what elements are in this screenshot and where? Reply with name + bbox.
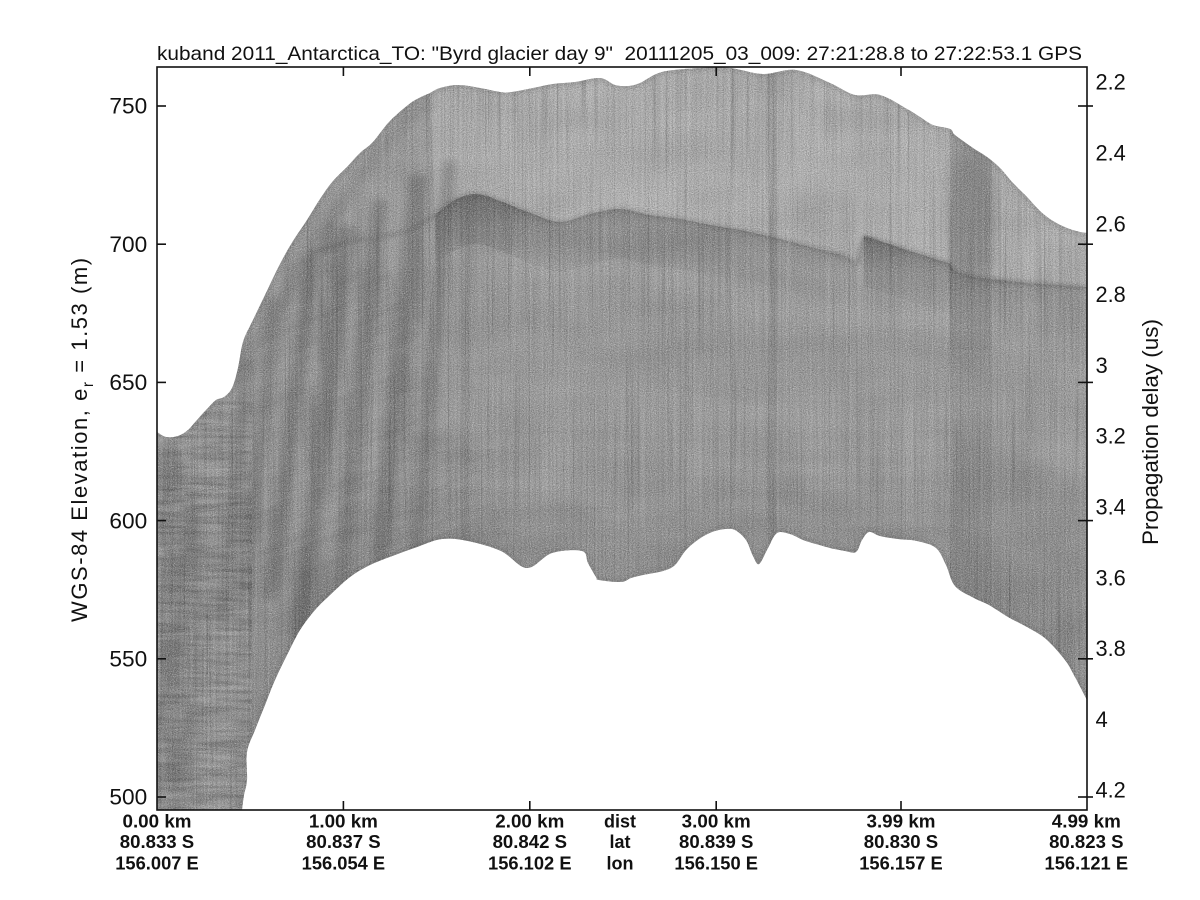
svg-text:156.102 E: 156.102 E <box>488 853 572 873</box>
svg-text:156.157 E: 156.157 E <box>859 853 943 873</box>
svg-text:dist: dist <box>604 811 636 831</box>
svg-text:3.6: 3.6 <box>1096 565 1126 590</box>
svg-text:650: 650 <box>109 370 147 395</box>
svg-text:3.4: 3.4 <box>1096 495 1126 520</box>
svg-text:2.2: 2.2 <box>1096 70 1126 95</box>
svg-text:2.6: 2.6 <box>1096 211 1126 236</box>
svg-text:80.837 S: 80.837 S <box>306 832 380 852</box>
svg-text:1.00 km: 1.00 km <box>309 811 378 831</box>
svg-text:3.99 km: 3.99 km <box>867 811 936 831</box>
svg-text:4.99 km: 4.99 km <box>1052 811 1121 831</box>
svg-text:4.2: 4.2 <box>1096 778 1126 803</box>
svg-text:3: 3 <box>1096 353 1108 378</box>
svg-text:3.8: 3.8 <box>1096 636 1126 661</box>
svg-text:500: 500 <box>109 785 147 810</box>
svg-text:750: 750 <box>109 94 147 119</box>
svg-text:2.00 km: 2.00 km <box>495 811 564 831</box>
svg-text:600: 600 <box>109 508 147 533</box>
svg-text:2.8: 2.8 <box>1096 282 1126 307</box>
svg-text:156.054 E: 156.054 E <box>302 853 386 873</box>
svg-text:156.007 E: 156.007 E <box>115 853 199 873</box>
svg-text:80.842 S: 80.842 S <box>493 832 567 852</box>
svg-text:WGS-84 Elevation, er = 1.53 (m: WGS-84 Elevation, er = 1.53 (m) <box>67 256 97 622</box>
svg-text:3.00 km: 3.00 km <box>682 811 751 831</box>
svg-text:0.00 km: 0.00 km <box>123 811 192 831</box>
svg-text:156.121 E: 156.121 E <box>1045 853 1129 873</box>
svg-text:80.830 S: 80.830 S <box>864 832 938 852</box>
svg-text:80.833 S: 80.833 S <box>120 832 194 852</box>
svg-text:Propagation delay (us): Propagation delay (us) <box>1138 319 1163 545</box>
svg-text:lon: lon <box>607 853 634 873</box>
svg-text:80.823 S: 80.823 S <box>1049 832 1123 852</box>
svg-text:lat: lat <box>609 832 630 852</box>
svg-text:4: 4 <box>1096 707 1108 732</box>
svg-text:2.4: 2.4 <box>1096 141 1126 166</box>
svg-text:156.150 E: 156.150 E <box>674 853 758 873</box>
svg-text:3.2: 3.2 <box>1096 424 1126 449</box>
svg-text:550: 550 <box>109 647 147 672</box>
svg-text:80.839 S: 80.839 S <box>679 832 753 852</box>
svg-text:kuband 2011_Antarctica_TO: "By: kuband 2011_Antarctica_TO: "Byrd glacier… <box>157 43 1082 65</box>
svg-text:700: 700 <box>109 232 147 257</box>
